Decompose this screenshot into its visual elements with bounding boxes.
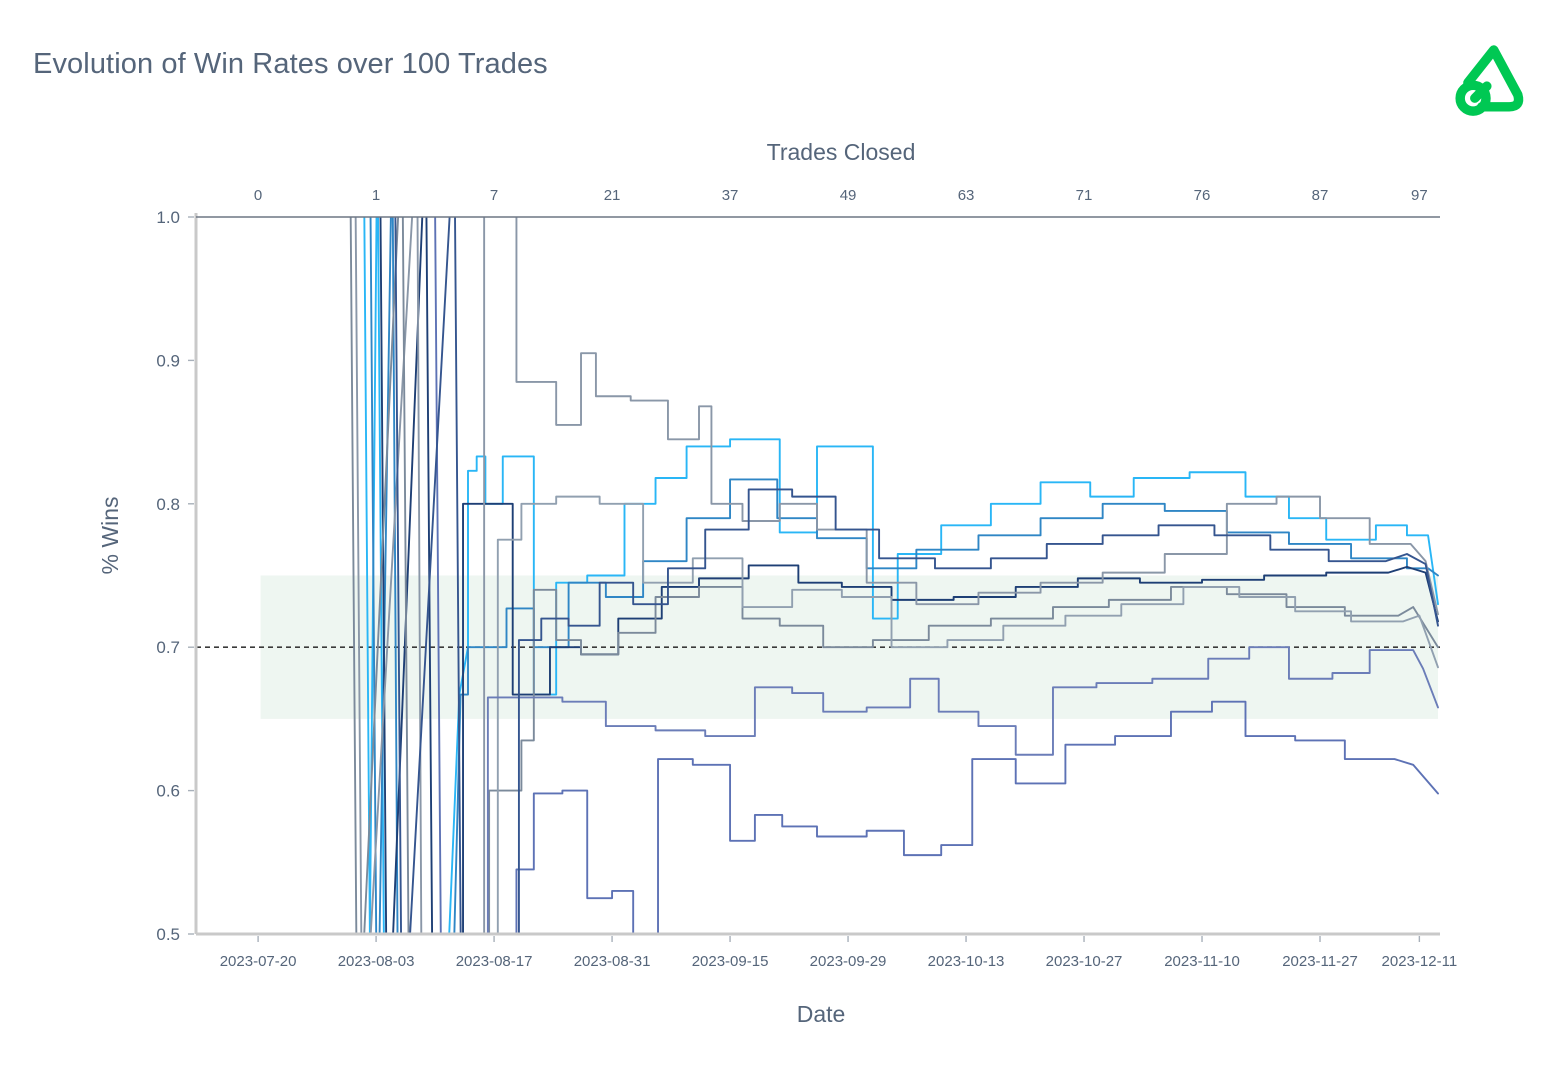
y-tick-label: 0.7 <box>156 638 180 657</box>
x-tick-label: 2023-10-13 <box>928 953 1005 970</box>
x-axis-title: Date <box>797 1001 846 1027</box>
series-line <box>496 495 1439 934</box>
top-tick-label: 7 <box>490 187 498 204</box>
series-line <box>354 217 1439 934</box>
x-tick-label: 2023-08-31 <box>574 953 651 970</box>
x-tick-label: 2023-12-11 <box>1382 953 1458 970</box>
top-tick-label: 0 <box>254 187 262 204</box>
brand-logo-icon <box>1455 45 1524 116</box>
series-line <box>349 217 1439 934</box>
x-tick-label: 2023-09-15 <box>692 953 769 970</box>
axis-labels: 1.0 0.9 0.8 0.7 0.6 0.5 2023-07-20 2023-08-03 20… <box>97 139 1457 1027</box>
x-tick-label: 2023-07-20 <box>220 953 297 970</box>
y-tick-label: 1.0 <box>156 208 180 227</box>
x-tick-label: 2023-08-17 <box>456 953 533 970</box>
series-line <box>379 217 1439 934</box>
x-tick-label: 2023-10-27 <box>1046 953 1123 970</box>
top-tick-label: 63 <box>958 187 975 204</box>
top-tick-label: 37 <box>722 187 739 204</box>
y-tick-label: 0.5 <box>156 925 180 944</box>
top-tick-label: 71 <box>1076 187 1093 204</box>
top-tick-label: 49 <box>840 187 857 204</box>
y-tick-label: 0.9 <box>156 351 180 370</box>
top-tick-label: 87 <box>1312 187 1329 204</box>
series-lines <box>349 217 1439 934</box>
x-tick-label: 2023-09-29 <box>810 953 887 970</box>
axes <box>188 213 1440 942</box>
series-line <box>486 646 1439 934</box>
series-line <box>394 217 1439 934</box>
y-axis-title: % Wins <box>97 497 123 575</box>
series-line <box>369 217 1439 934</box>
top-tick-label: 76 <box>1194 187 1211 204</box>
top-axis-title: Trades Closed <box>767 139 916 165</box>
x-tick-label: 2023-11-10 <box>1164 953 1240 970</box>
x-tick-label: 2023-08-03 <box>338 953 415 970</box>
top-tick-label: 97 <box>1411 187 1428 204</box>
series-line <box>434 217 1439 934</box>
top-tick-label: 21 <box>604 187 621 204</box>
top-tick-label: 1 <box>372 187 380 204</box>
x-tick-label: 2023-11-27 <box>1282 953 1358 970</box>
y-tick-label: 0.8 <box>156 495 180 514</box>
y-tick-label: 0.6 <box>156 782 180 801</box>
page-title: Evolution of Win Rates over 100 Trades <box>33 48 548 80</box>
